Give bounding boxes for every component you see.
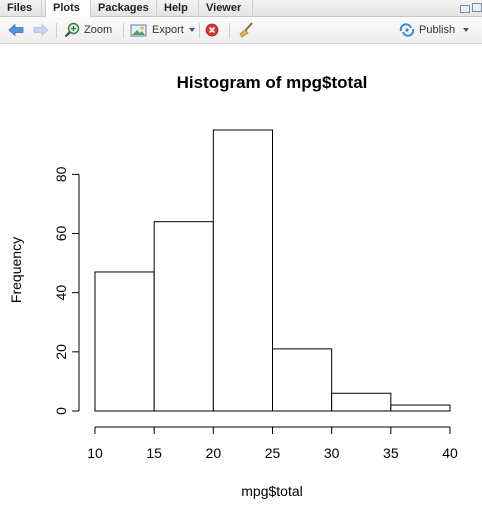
y-axis-label: Frequency — [8, 237, 24, 303]
chart-title: Histogram of mpg$total — [177, 73, 368, 92]
y-tick-label: 80 — [53, 166, 69, 182]
x-tick-label: 40 — [442, 445, 458, 461]
y-tick-label: 0 — [53, 407, 69, 415]
remove-plot-button[interactable] — [205, 21, 219, 39]
forward-button[interactable] — [33, 21, 49, 39]
minimize-pane-icon[interactable] — [460, 5, 470, 13]
chevron-down-icon — [188, 28, 195, 32]
tab-viewer[interactable]: Viewer — [199, 0, 253, 17]
x-tick-label: 30 — [324, 445, 340, 461]
tab-plots[interactable]: Plots — [45, 0, 91, 18]
publish-label: Publish — [419, 24, 456, 36]
histogram-bar — [331, 392, 392, 412]
x-tick-label: 20 — [206, 445, 222, 461]
bars-group — [94, 129, 451, 412]
y-tick-label: 40 — [53, 285, 69, 301]
y-tick-label: 60 — [53, 226, 69, 242]
toolbar-separator — [199, 23, 200, 38]
y-axis: 0 20 40 60 80 — [53, 166, 80, 415]
chevron-down-icon — [463, 28, 470, 32]
maximize-pane-icon[interactable] — [472, 3, 482, 12]
export-menu-button[interactable]: Export — [130, 21, 195, 39]
histogram-bar — [94, 271, 155, 412]
x-tick-label: 10 — [87, 445, 103, 461]
tab-packages[interactable]: Packages — [91, 0, 157, 17]
back-button[interactable] — [8, 21, 24, 39]
histogram-bar — [272, 348, 333, 412]
histogram-bar — [212, 129, 273, 412]
broom-icon — [239, 22, 253, 38]
clear-plots-button[interactable] — [237, 21, 255, 39]
remove-plot-icon — [205, 23, 219, 37]
toolbar-separator — [56, 23, 57, 38]
arrow-left-icon — [8, 23, 24, 37]
zoom-button[interactable]: Zoom — [64, 21, 112, 39]
x-tick-label: 35 — [383, 445, 399, 461]
tab-help[interactable]: Help — [157, 0, 199, 17]
arrow-right-icon — [33, 23, 49, 37]
tab-bar: Files Plots Packages Help Viewer — [0, 0, 482, 18]
y-tick-label: 20 — [53, 344, 69, 360]
histogram-bar — [390, 404, 451, 412]
x-axis-label: mpg$total — [241, 483, 302, 499]
toolbar-separator — [123, 23, 124, 38]
export-label: Export — [152, 24, 184, 36]
x-tick-label: 25 — [265, 445, 281, 461]
export-image-icon — [130, 24, 147, 37]
publish-icon — [399, 23, 415, 37]
histogram-bar — [153, 221, 214, 412]
plots-toolbar: Zoom Export — [0, 17, 482, 44]
tab-files[interactable]: Files — [0, 0, 42, 17]
histogram-plot: Histogram of mpg$total 0 20 40 60 80 10 15 20 2… — [8, 73, 458, 499]
publish-button[interactable]: Publish — [399, 21, 470, 39]
zoom-icon — [64, 22, 80, 38]
toolbar-separator — [229, 23, 230, 38]
zoom-label: Zoom — [84, 24, 113, 36]
x-tick-label: 15 — [146, 445, 162, 461]
x-axis: 10 15 20 25 30 35 40 — [87, 426, 458, 461]
